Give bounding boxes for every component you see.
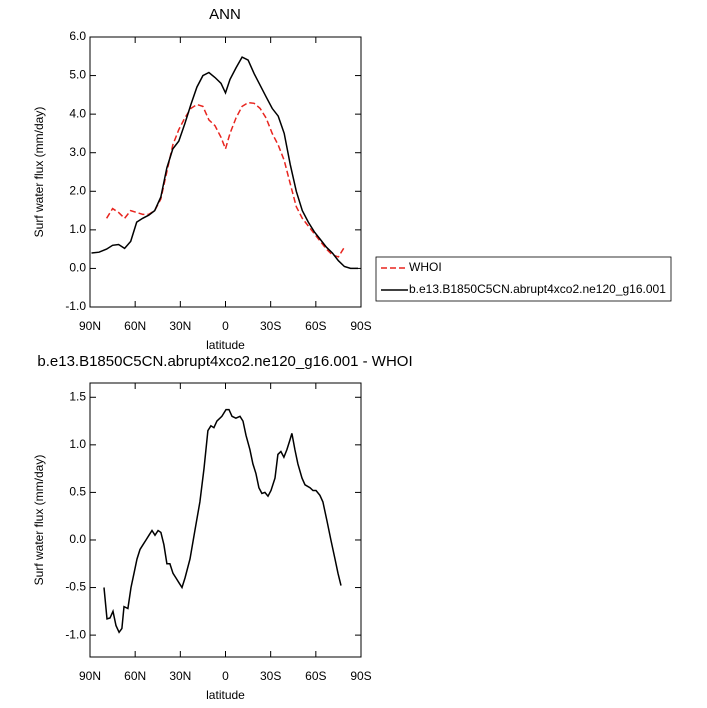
y-tick-label: 1.0 — [69, 222, 86, 236]
x-tick-label: 90S — [350, 319, 371, 333]
y-tick-label: 0.0 — [69, 261, 86, 275]
chart-title: b.e13.B1850C5CN.abrupt4xco2.ne120_g16.00… — [37, 353, 412, 370]
y-tick-label: 1.5 — [69, 389, 86, 403]
y-tick-label: 2.0 — [69, 183, 86, 197]
plot-frame — [89, 382, 362, 658]
y-tick-label: 1.0 — [69, 437, 86, 451]
y-tick-label: -0.5 — [65, 580, 86, 594]
chart-title: ANN — [209, 6, 241, 23]
x-tick-label: 60S — [305, 669, 326, 683]
y-axis-label: Surf water flux (mm/day) — [32, 107, 46, 238]
y-tick-label: 5.0 — [69, 68, 86, 82]
x-tick-label: 0 — [222, 669, 229, 683]
x-tick-label: 30N — [169, 669, 191, 683]
legend-label: b.e13.B1850C5CN.abrupt4xco2.ne120_g16.00… — [409, 282, 666, 296]
x-tick-label: 30S — [260, 319, 281, 333]
x-tick-label: 30S — [260, 669, 281, 683]
y-tick-label: -1.0 — [65, 627, 86, 641]
y-tick-label: 0.5 — [69, 485, 86, 499]
x-axis-label: latitude — [206, 338, 245, 352]
y-tick-label: -1.0 — [65, 299, 86, 313]
legend-label: WHOI — [409, 260, 442, 274]
x-tick-label: 60S — [305, 319, 326, 333]
x-tick-label: 60N — [124, 319, 146, 333]
data-line — [91, 56, 358, 270]
data-line — [103, 408, 342, 634]
y-tick-label: 4.0 — [69, 106, 86, 120]
x-tick-label: 90S — [350, 669, 371, 683]
x-axis-label: latitude — [206, 688, 245, 702]
x-tick-label: 60N — [124, 669, 146, 683]
x-tick-label: 30N — [169, 319, 191, 333]
x-tick-label: 90N — [79, 669, 101, 683]
y-tick-label: 0.0 — [69, 532, 86, 546]
y-tick-label: 3.0 — [69, 145, 86, 159]
y-tick-label: 6.0 — [69, 29, 86, 43]
legend-frame — [375, 256, 672, 302]
x-tick-label: 0 — [222, 319, 229, 333]
plot-frame — [89, 36, 362, 308]
x-tick-label: 90N — [79, 319, 101, 333]
data-line — [105, 101, 346, 258]
y-axis-label: Surf water flux (mm/day) — [32, 455, 46, 586]
